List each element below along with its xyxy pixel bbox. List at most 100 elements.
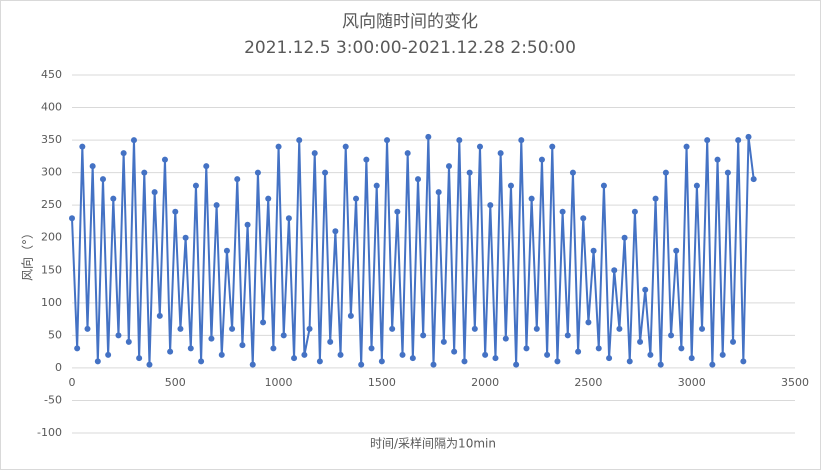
data-point bbox=[600, 182, 607, 189]
data-point bbox=[724, 169, 731, 176]
y-tick-label: 100 bbox=[41, 296, 62, 309]
data-point bbox=[74, 345, 81, 352]
data-point bbox=[89, 163, 96, 170]
data-point bbox=[425, 133, 432, 140]
data-point bbox=[291, 355, 298, 362]
data-point bbox=[709, 361, 716, 368]
data-point bbox=[415, 176, 422, 183]
data-point bbox=[368, 345, 375, 352]
data-point bbox=[719, 351, 726, 358]
data-point bbox=[595, 345, 602, 352]
x-tick-label: 3500 bbox=[781, 376, 809, 389]
data-point bbox=[662, 169, 669, 176]
data-point bbox=[260, 319, 267, 326]
data-point bbox=[120, 150, 127, 157]
data-point bbox=[652, 195, 659, 202]
data-point bbox=[239, 342, 246, 349]
data-point bbox=[409, 355, 416, 362]
x-axis-label: 时间/采样间隔为10min bbox=[370, 436, 496, 451]
data-point bbox=[513, 361, 520, 368]
data-point bbox=[141, 169, 148, 176]
data-point bbox=[435, 189, 442, 196]
data-point bbox=[497, 150, 504, 157]
data-point bbox=[301, 351, 308, 358]
data-point bbox=[507, 182, 514, 189]
data-point bbox=[203, 163, 210, 170]
data-point bbox=[637, 338, 644, 345]
data-point bbox=[616, 325, 623, 332]
data-point bbox=[208, 335, 215, 342]
data-point bbox=[482, 351, 489, 358]
data-point bbox=[445, 163, 452, 170]
data-point bbox=[311, 150, 318, 157]
data-point bbox=[229, 325, 236, 332]
data-point bbox=[611, 267, 618, 274]
data-point bbox=[745, 133, 752, 140]
x-tick-label: 1500 bbox=[368, 376, 396, 389]
y-tick-label: 300 bbox=[41, 166, 62, 179]
data-point bbox=[198, 358, 205, 365]
data-point bbox=[358, 361, 365, 368]
data-point bbox=[451, 348, 458, 355]
data-point bbox=[631, 208, 638, 215]
data-point bbox=[693, 182, 700, 189]
data-point bbox=[347, 312, 354, 319]
data-point bbox=[430, 361, 437, 368]
y-tick-label: -50 bbox=[44, 393, 62, 406]
data-point bbox=[730, 338, 737, 345]
data-point bbox=[704, 137, 711, 144]
data-point bbox=[678, 345, 685, 352]
data-point bbox=[378, 358, 385, 365]
y-tick-label: 0 bbox=[55, 361, 62, 374]
data-point bbox=[151, 189, 158, 196]
x-tick-label: 1000 bbox=[265, 376, 293, 389]
data-point bbox=[146, 361, 153, 368]
data-point bbox=[626, 358, 633, 365]
data-point bbox=[554, 358, 561, 365]
x-tick-label: 2500 bbox=[574, 376, 602, 389]
data-point bbox=[399, 351, 406, 358]
y-tick-label: 200 bbox=[41, 231, 62, 244]
data-point bbox=[99, 176, 106, 183]
data-point bbox=[668, 332, 675, 339]
x-tick-label: 0 bbox=[69, 376, 76, 389]
data-point bbox=[254, 169, 261, 176]
data-point bbox=[327, 338, 334, 345]
data-point bbox=[130, 137, 137, 144]
x-tick-label: 2000 bbox=[471, 376, 499, 389]
data-point bbox=[363, 156, 370, 163]
y-axis-label: 风向（°） bbox=[20, 227, 35, 281]
data-point bbox=[492, 355, 499, 362]
data-point bbox=[580, 215, 587, 222]
data-point bbox=[487, 202, 494, 209]
data-point bbox=[342, 143, 349, 150]
data-point bbox=[750, 176, 757, 183]
data-point bbox=[249, 361, 256, 368]
data-point bbox=[306, 325, 313, 332]
data-point bbox=[740, 358, 747, 365]
data-point bbox=[105, 351, 112, 358]
x-tick-label: 500 bbox=[165, 376, 186, 389]
data-point bbox=[606, 355, 613, 362]
data-point bbox=[332, 228, 339, 235]
data-point bbox=[647, 351, 654, 358]
x-tick-label: 3000 bbox=[678, 376, 706, 389]
data-point bbox=[420, 332, 427, 339]
data-point bbox=[110, 195, 117, 202]
data-point bbox=[673, 247, 680, 254]
data-point bbox=[657, 361, 664, 368]
data-point bbox=[714, 156, 721, 163]
data-point bbox=[590, 247, 597, 254]
data-point bbox=[265, 195, 272, 202]
data-point bbox=[471, 325, 478, 332]
data-point bbox=[461, 358, 468, 365]
data-point bbox=[699, 325, 706, 332]
data-point bbox=[187, 345, 194, 352]
data-point bbox=[213, 202, 220, 209]
data-point bbox=[389, 325, 396, 332]
data-point bbox=[182, 234, 189, 241]
data-point bbox=[564, 332, 571, 339]
data-point bbox=[518, 137, 525, 144]
data-point bbox=[549, 143, 556, 150]
data-point bbox=[167, 348, 174, 355]
